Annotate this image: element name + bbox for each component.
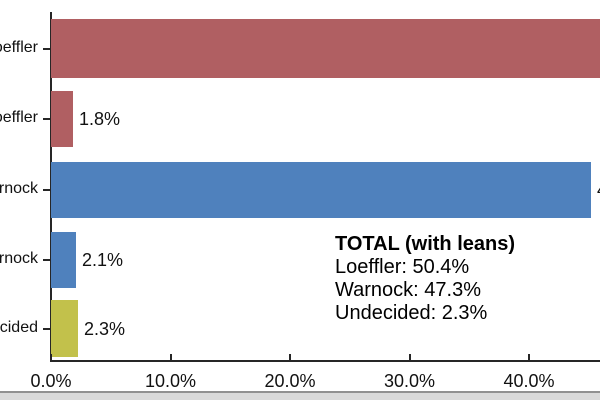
- x-tick-label: 10.0%: [144, 371, 197, 391]
- annotation-line: Loeffler: 50.4%: [335, 256, 470, 278]
- y-axis-tick: [43, 327, 51, 330]
- x-tick-label: 40.0%: [503, 371, 555, 391]
- bar: [51, 300, 78, 357]
- x-axis-tick: [289, 354, 291, 361]
- category-label: oeffler: [0, 38, 38, 56]
- bar-value-label: 2.3%: [84, 318, 126, 339]
- y-axis-tick: [43, 118, 51, 120]
- annotation-line: Warnock: 47.3%: [335, 279, 481, 301]
- x-axis-tick: [528, 354, 530, 361]
- annotation-block: TOTAL (with leans) Loeffler: 50.4% Warnoc…: [335, 233, 515, 325]
- bar-value-label: 2.1%: [82, 250, 124, 270]
- category-label: rnock: [0, 180, 38, 197]
- annotation-title: TOTAL (with leans): [335, 233, 516, 255]
- x-tick-label: 0.0%: [30, 371, 72, 391]
- bar: [51, 19, 600, 78]
- category-label: ecided: [0, 318, 38, 336]
- x-axis-line: [50, 360, 600, 362]
- bar: [51, 162, 591, 218]
- x-axis-tick: [50, 354, 52, 361]
- y-axis-tick: [43, 259, 51, 261]
- x-tick-label: 30.0%: [383, 371, 436, 391]
- bar-value-label: 4: [597, 180, 600, 201]
- y-axis-tick: [43, 189, 51, 191]
- bottom-strip: [0, 391, 600, 400]
- y-axis-tick: [43, 47, 51, 50]
- bar-value-label: 1.8%: [79, 109, 121, 129]
- x-tick-label: 20.0%: [264, 371, 316, 391]
- category-label: oeffler: [0, 109, 38, 126]
- x-axis-tick: [169, 354, 172, 361]
- x-axis-tick: [408, 354, 411, 361]
- annotation-line: Undecided: 2.3%: [335, 302, 488, 324]
- bar: [51, 91, 73, 147]
- bar: [51, 232, 76, 288]
- category-label: rnock: [0, 250, 38, 267]
